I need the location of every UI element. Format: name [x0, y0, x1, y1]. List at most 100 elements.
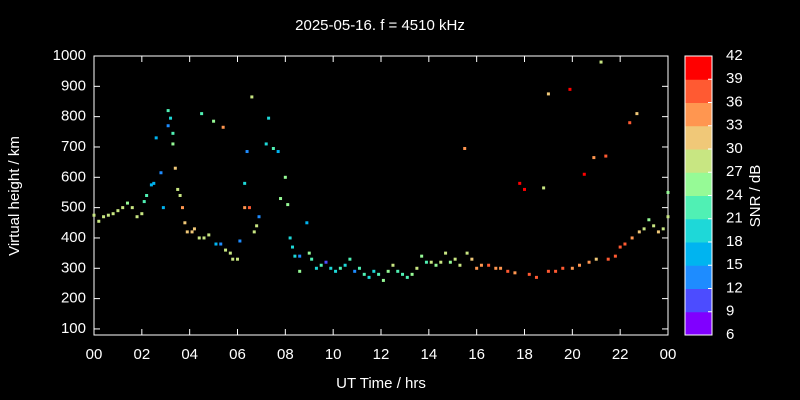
data-point [324, 260, 328, 264]
data-point [652, 224, 656, 228]
data-point [185, 230, 189, 234]
data-point [291, 245, 295, 249]
colorbar-band [685, 265, 712, 289]
data-point [106, 213, 110, 217]
data-point [362, 272, 366, 276]
data-point [568, 87, 572, 91]
x-tick-label: 02 [133, 346, 150, 363]
data-point [305, 221, 309, 225]
x-axis-label: UT Time / hrs [336, 375, 426, 392]
data-point [542, 186, 546, 190]
data-point [534, 275, 538, 279]
data-point [176, 187, 180, 191]
data-point [207, 233, 211, 237]
data-point [255, 224, 259, 228]
data-point [228, 251, 232, 255]
data-point [238, 239, 242, 243]
data-point [424, 260, 428, 264]
colorbar-tick-label: 6 [726, 326, 734, 343]
data-point [161, 206, 165, 210]
data-point [140, 212, 144, 216]
data-point [546, 269, 550, 273]
data-point [642, 227, 646, 231]
data-point [125, 201, 129, 205]
data-point [178, 194, 182, 197]
data-point [173, 166, 177, 170]
data-point [145, 194, 149, 197]
data-point [448, 260, 452, 264]
data-point [180, 206, 184, 210]
data-point [587, 260, 591, 264]
data-point [286, 203, 290, 207]
data-point [599, 60, 603, 64]
x-tick-label: 08 [277, 346, 294, 363]
y-tick-label: 800 [61, 108, 86, 125]
colorbar-band [685, 218, 712, 243]
data-point [367, 275, 371, 279]
x-tick-label: 04 [181, 346, 198, 363]
data-point [463, 146, 467, 150]
x-tick-label: 06 [229, 346, 246, 363]
data-point [197, 236, 201, 240]
data-point [149, 183, 153, 187]
colorbar-tick-label: 12 [726, 279, 743, 296]
y-tick-label: 1000 [53, 47, 86, 64]
x-tick-label: 12 [373, 346, 390, 363]
data-point [267, 116, 271, 120]
data-point [200, 112, 204, 116]
data-point [401, 272, 405, 276]
colorbar-tick-label: 21 [726, 210, 743, 227]
data-point [666, 190, 670, 194]
data-point [298, 269, 302, 273]
data-point [647, 218, 651, 222]
data-point [154, 136, 158, 140]
colorbar-band [685, 102, 712, 127]
data-point [166, 109, 170, 113]
colorbar-tick-label: 36 [726, 93, 743, 110]
data-point [386, 269, 390, 273]
data-point [97, 219, 101, 223]
data-point [171, 142, 175, 146]
data-point [288, 236, 292, 240]
data-point [243, 206, 247, 210]
x-tick-label: 00 [660, 346, 677, 363]
data-point [142, 200, 146, 204]
data-point [499, 266, 503, 270]
colorbar-tick-label: 42 [726, 47, 743, 64]
data-point [604, 154, 608, 158]
data-point [381, 278, 385, 282]
data-point [319, 263, 323, 267]
data-point [613, 254, 617, 258]
data-point [357, 266, 361, 270]
data-point [152, 181, 156, 185]
chart-title: 2025-05-16. f = 4510 kHz [295, 17, 465, 34]
data-point [245, 150, 249, 154]
data-point [224, 248, 228, 252]
data-point [102, 215, 106, 219]
data-point [439, 260, 443, 264]
colorbar-tick-label: 27 [726, 163, 743, 180]
data-point [92, 213, 96, 217]
x-tick-label: 18 [516, 346, 533, 363]
data-point [202, 236, 206, 240]
colorbar-band [685, 195, 712, 220]
data-point [487, 263, 491, 267]
x-tick-label: 00 [86, 346, 103, 363]
data-point [329, 266, 333, 270]
colorbar-band [685, 288, 712, 313]
data-point [231, 257, 235, 261]
data-point [444, 251, 448, 255]
data-point [470, 257, 474, 261]
data-point [479, 263, 483, 267]
colorbar-tick-label: 18 [726, 233, 743, 250]
colorbar-tick-label: 33 [726, 117, 743, 134]
data-point [434, 263, 438, 267]
data-point [171, 131, 175, 135]
y-tick-label: 900 [61, 77, 86, 94]
colorbar-tick-label: 9 [726, 303, 734, 320]
data-point [396, 269, 400, 273]
data-point [283, 175, 287, 179]
colorbar-band [685, 125, 712, 150]
data-point [343, 263, 347, 267]
data-point [192, 227, 196, 231]
